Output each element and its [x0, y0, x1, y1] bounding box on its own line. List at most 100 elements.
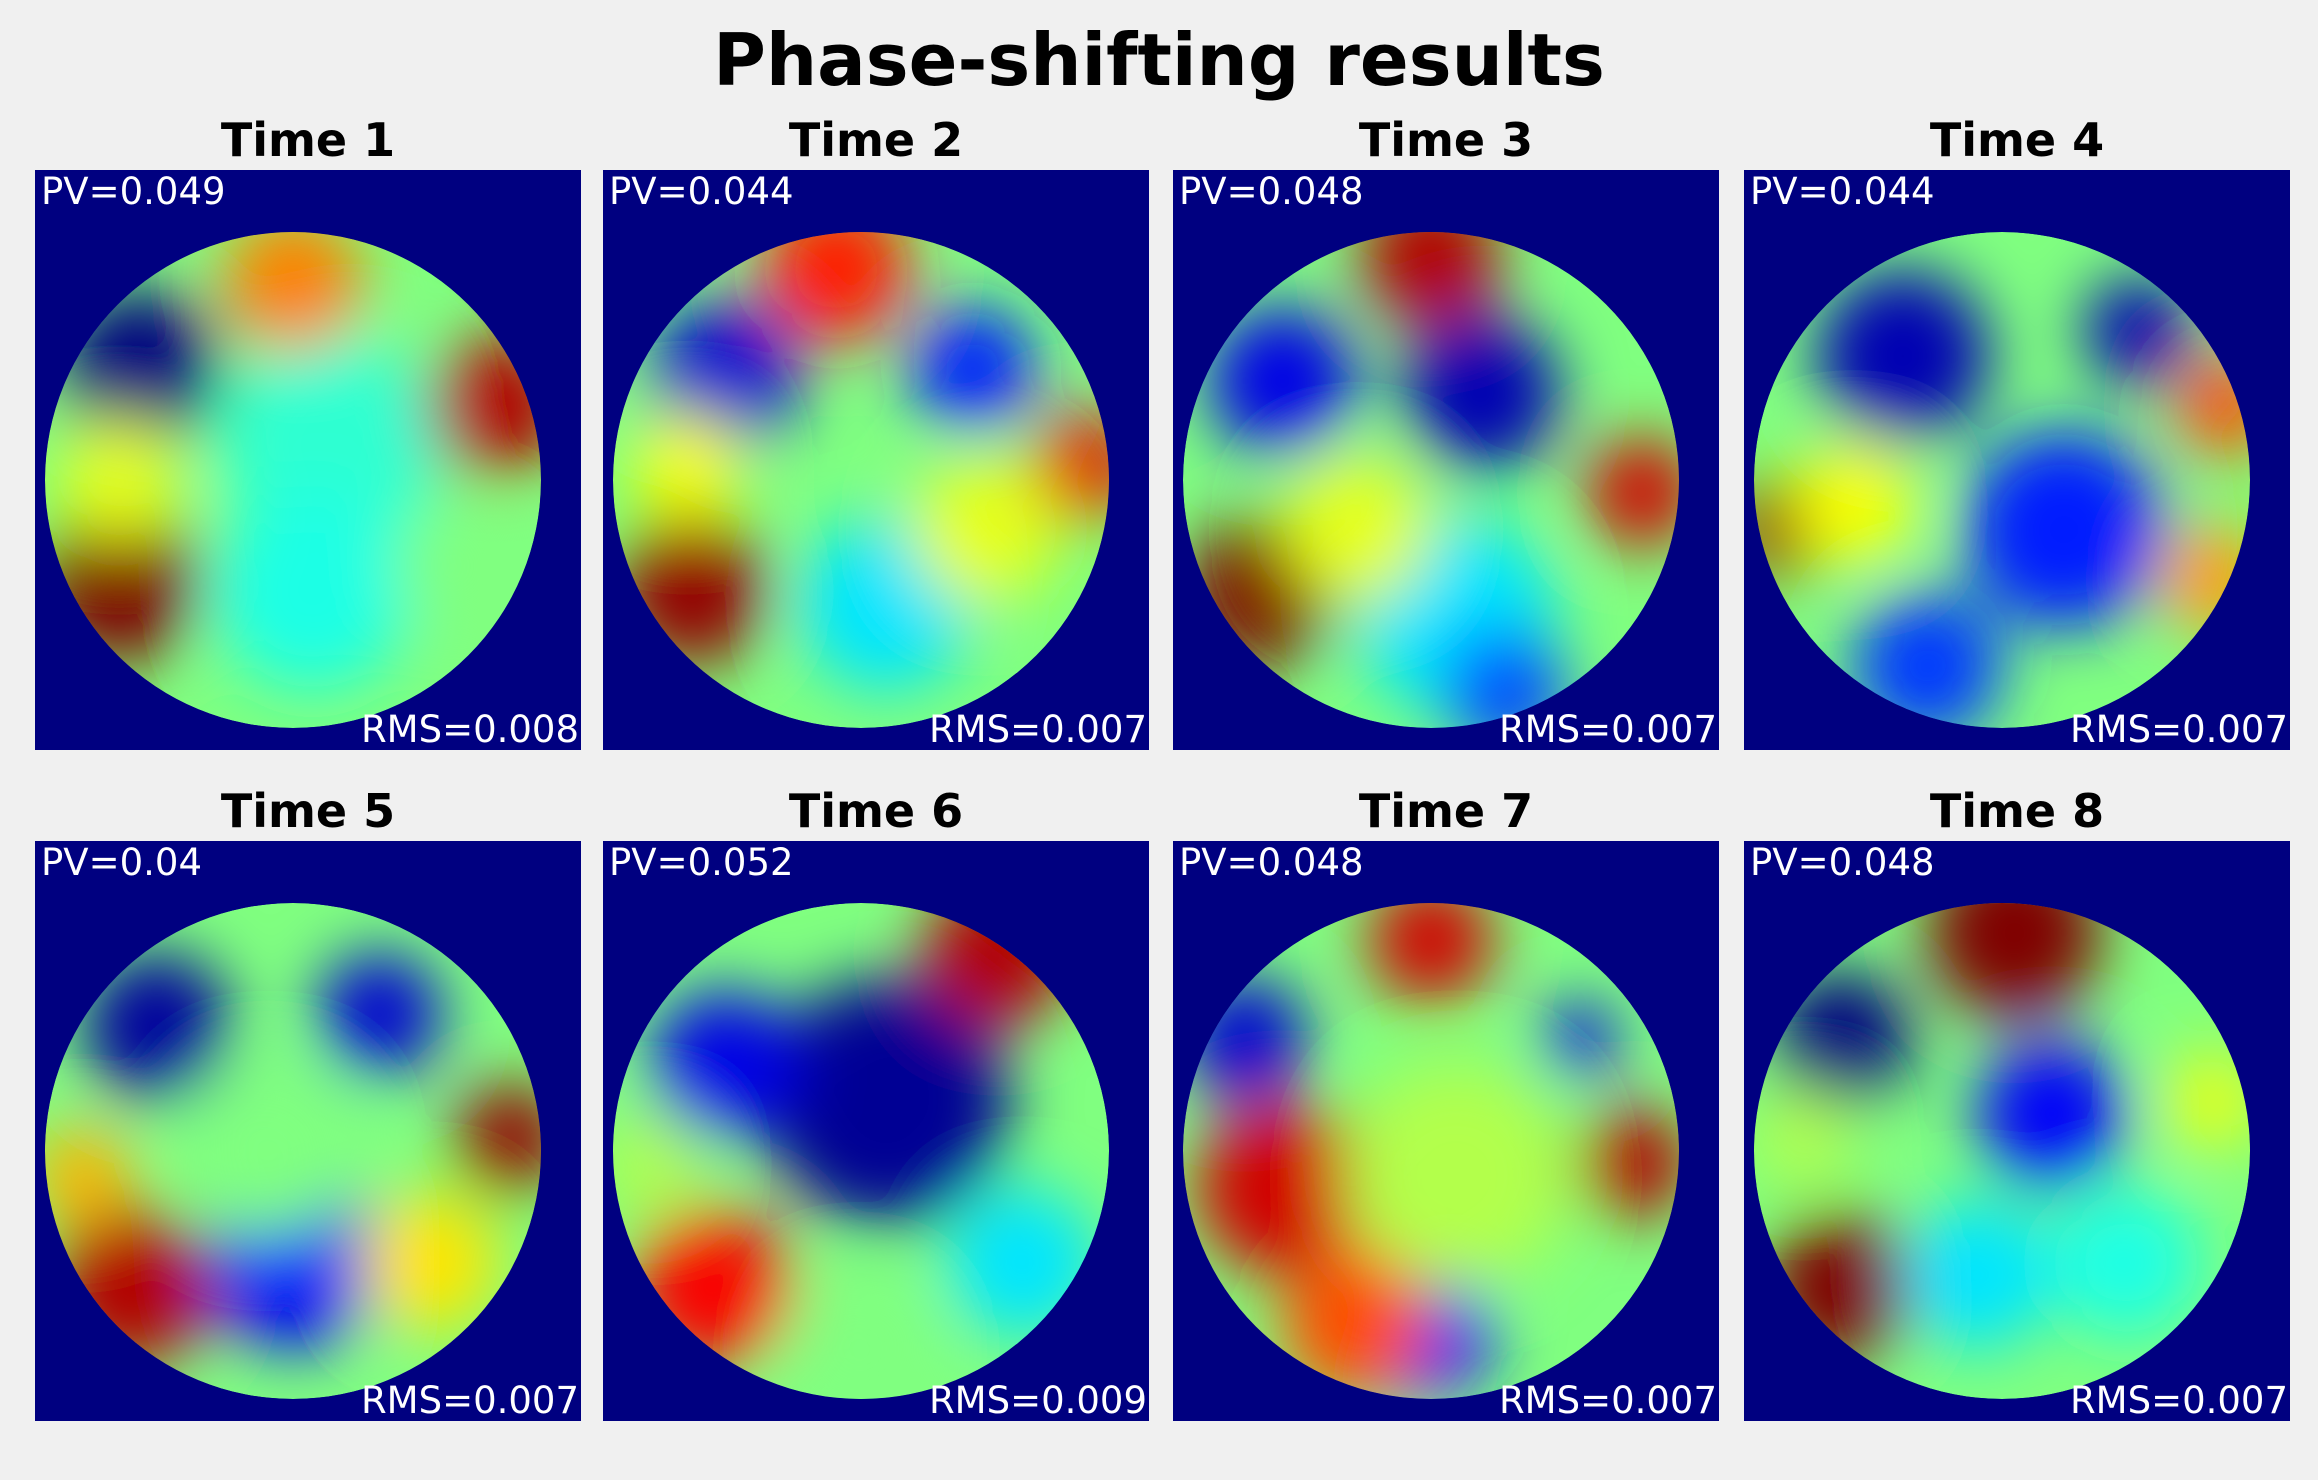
panel-title: Time 1 [220, 113, 396, 167]
phase-map: PV=0.052 RMS=0.009 [603, 841, 1149, 1421]
phase-feature [1207, 306, 1357, 456]
pv-label: PV=0.044 [1750, 170, 1935, 213]
phase-map: PV=0.048 RMS=0.007 [1173, 170, 1719, 750]
rms-label: RMS=0.007 [2069, 1379, 2288, 1421]
phase-map: PV=0.048 RMS=0.007 [1173, 841, 1719, 1421]
pv-label: PV=0.048 [1750, 841, 1935, 884]
phase-map-svg [1754, 903, 2250, 1399]
phase-feature [82, 952, 231, 1102]
phase-feature [456, 1084, 541, 1194]
phase-map: PV=0.044 RMS=0.007 [1744, 170, 2290, 750]
panel-time-4: Time 4 PV=0.044 RMS=0.007 [1744, 110, 2290, 750]
phase-map-svg [613, 232, 1109, 728]
phase-map-svg [45, 232, 541, 728]
phase-feature [52, 1208, 212, 1367]
panel-time-1: Time 1 PV=0.049 RMS=0.008 [35, 110, 581, 750]
phase-feature [1183, 977, 1307, 1102]
rms-label: RMS=0.008 [360, 708, 579, 750]
panel-title: Time 8 [1929, 784, 2105, 838]
panel-time-8: Time 8 PV=0.048 RMS=0.007 [1744, 781, 2290, 1421]
phase-feature [910, 306, 1035, 431]
phase-feature [1902, 1200, 2052, 1350]
phase-map: PV=0.04 RMS=0.007 [35, 841, 581, 1421]
phase-feature [392, 504, 517, 629]
phase-feature [1361, 232, 1501, 327]
phase-map: PV=0.048 RMS=0.007 [1744, 841, 2290, 1421]
phase-feature [1542, 1002, 1617, 1077]
figure-title: Phase-shifting results [713, 18, 1605, 102]
phase-map: PV=0.049 RMS=0.008 [35, 170, 581, 750]
phase-feature [1771, 969, 1911, 1109]
phase-feature [1754, 1089, 1854, 1189]
phase-map-svg [1183, 232, 1679, 728]
phase-feature [1853, 591, 2003, 728]
phase-feature [2051, 1188, 2201, 1337]
phase-feature [426, 336, 541, 476]
phase-feature [59, 289, 219, 448]
phase-feature [617, 517, 767, 666]
rms-label: RMS=0.007 [2069, 708, 2288, 750]
phase-feature [1977, 1039, 2126, 1189]
phase-feature [1964, 430, 2164, 629]
phase-feature [910, 455, 1060, 604]
panel-title: Time 4 [1929, 113, 2105, 167]
phase-feature [947, 1188, 1097, 1337]
phase-feature [1344, 1064, 1568, 1288]
panel-title: Time 6 [788, 784, 964, 838]
phase-feature [213, 492, 413, 691]
phase-feature [1369, 903, 1493, 1003]
phase-feature [1816, 269, 1990, 443]
phase-feature [317, 952, 442, 1077]
phase-feature [1579, 1108, 1679, 1218]
pv-label: PV=0.048 [1179, 170, 1364, 213]
pv-label: PV=0.052 [609, 841, 794, 884]
phase-feature [1587, 437, 1679, 547]
pv-label: PV=0.044 [609, 170, 794, 213]
pv-label: PV=0.049 [41, 170, 226, 213]
phase-feature [1029, 413, 1109, 523]
phase-feature [632, 1208, 792, 1367]
panel-title: Time 3 [1358, 113, 1534, 167]
phase-feature [359, 1193, 499, 1333]
panel-time-7: Time 7 PV=0.048 RMS=0.007 [1173, 781, 1719, 1421]
phase-feature [1401, 313, 1560, 473]
phase-feature [1927, 903, 2102, 1020]
phase-feature [181, 1064, 355, 1238]
panel-time-6: Time 6 PV=0.052 RMS=0.009 [603, 781, 1149, 1421]
phase-map-svg [1183, 903, 1679, 1399]
phase-feature [1766, 1213, 1916, 1362]
phase-feature [1282, 1250, 1431, 1399]
phase-feature [650, 301, 799, 451]
phase-map-svg [45, 903, 541, 1399]
phase-feature [2163, 1051, 2250, 1151]
phase-map: PV=0.044 RMS=0.007 [603, 170, 1149, 750]
rms-label: RMS=0.007 [1498, 1379, 1717, 1421]
pv-label: PV=0.04 [41, 841, 203, 884]
phase-feature [761, 232, 911, 344]
panel-time-3: Time 3 PV=0.048 RMS=0.007 [1173, 110, 1719, 750]
phase-feature [613, 1113, 700, 1213]
phase-feature [218, 331, 442, 555]
phase-feature [1282, 455, 1431, 604]
phase-map-svg [1754, 232, 2250, 728]
phase-feature [761, 977, 1010, 1226]
panel-title: Time 2 [788, 113, 964, 167]
panel-title: Time 7 [1358, 784, 1534, 838]
phase-feature [923, 903, 1072, 1027]
panel-time-2: Time 2 PV=0.044 RMS=0.007 [603, 110, 1149, 750]
phase-feature [223, 232, 363, 352]
phase-feature [2158, 524, 2250, 634]
pv-label: PV=0.048 [1179, 841, 1364, 884]
phase-feature [786, 1275, 936, 1399]
phase-feature [650, 989, 799, 1139]
rms-label: RMS=0.007 [1498, 708, 1717, 750]
phase-map-svg [613, 903, 1109, 1399]
panel-title: Time 5 [220, 784, 396, 838]
phase-feature [57, 418, 182, 542]
rms-label: RMS=0.007 [928, 708, 1147, 750]
phase-feature [2083, 276, 2193, 386]
phase-feature [45, 1126, 132, 1226]
rms-label: RMS=0.007 [360, 1379, 579, 1421]
panel-time-5: Time 5 PV=0.04 RMS=0.007 [35, 781, 581, 1421]
